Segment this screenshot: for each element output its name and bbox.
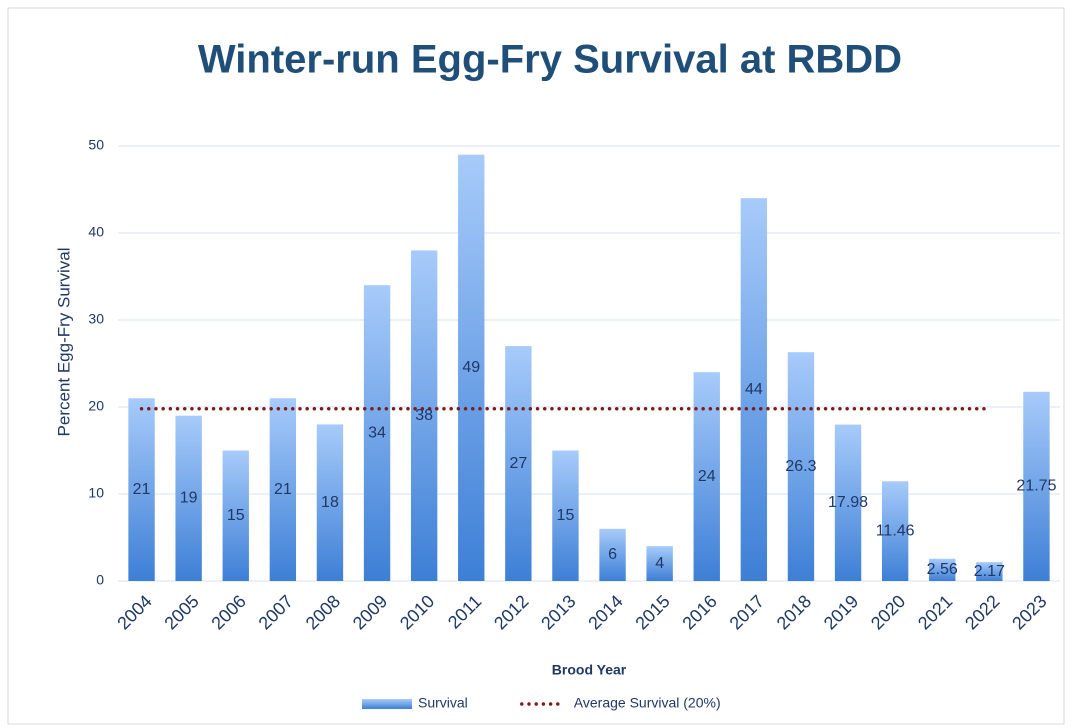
bar: [505, 346, 532, 581]
data-label: 2.56: [927, 561, 958, 578]
bar: [128, 398, 155, 581]
data-label: 26.3: [785, 458, 816, 475]
legend-label: Survival: [418, 695, 468, 711]
data-label: 17.98: [828, 494, 868, 511]
bar: [222, 450, 249, 581]
data-label: 2.17: [974, 563, 1005, 580]
data-label: 24: [698, 468, 716, 485]
y-tick-label: 40: [88, 224, 104, 240]
bar: [1023, 391, 1050, 581]
bar: [646, 546, 673, 581]
data-label: 18: [321, 494, 339, 511]
bar: [410, 250, 438, 581]
data-label: 38: [415, 407, 433, 424]
data-label: 49: [462, 359, 480, 376]
y-tick-label: 20: [88, 398, 104, 414]
data-label: 21: [133, 481, 151, 498]
bar: [269, 398, 297, 581]
bar: [363, 285, 391, 581]
data-label: 34: [368, 424, 386, 441]
bar: [976, 562, 1003, 581]
data-label: 21: [274, 481, 292, 498]
bar: [175, 415, 202, 581]
y-axis-title: Percent Egg-Fry Survival: [54, 248, 73, 437]
data-label: 44: [745, 381, 763, 398]
y-tick-label: 50: [88, 137, 104, 153]
y-tick-label: 30: [88, 311, 104, 327]
bar: [881, 481, 909, 581]
data-label: 27: [509, 455, 527, 472]
bar: [929, 558, 956, 581]
y-tick-label: 0: [96, 572, 104, 588]
chart-title: Winter-run Egg-Fry Survival at RBDD: [198, 38, 902, 82]
bar: [834, 424, 862, 581]
bar: [552, 450, 579, 581]
data-label: 6: [608, 546, 617, 563]
bar: [316, 424, 344, 581]
bar: [740, 198, 768, 581]
legend-label: Average Survival (20%): [574, 695, 721, 711]
y-tick-label: 10: [88, 485, 104, 501]
data-label: 21.75: [1016, 478, 1056, 495]
x-axis-title: Brood Year: [552, 662, 627, 678]
chart-frame: [7, 7, 1065, 725]
bar: [458, 154, 485, 581]
data-label: 15: [557, 507, 575, 524]
bar: [599, 528, 626, 581]
bar: [787, 352, 815, 581]
legend-swatch: [362, 699, 412, 709]
data-label: 11.46: [876, 522, 915, 539]
data-label: 15: [227, 507, 245, 524]
bar: [693, 372, 720, 581]
data-label: 4: [655, 555, 664, 572]
data-label: 19: [180, 490, 198, 507]
